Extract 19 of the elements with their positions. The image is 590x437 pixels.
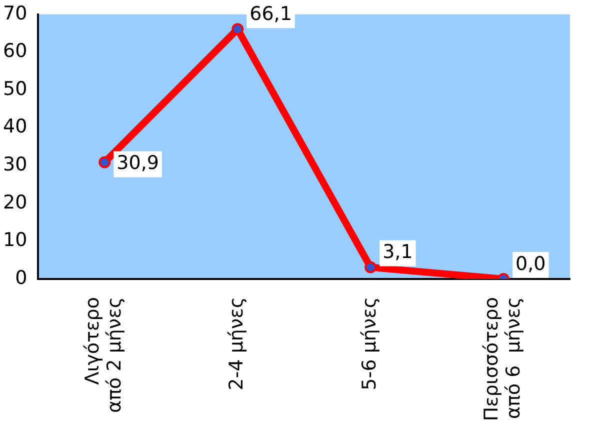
point [98,156,111,168]
data-label: 0,0 [516,252,546,275]
y-tick-label: 30 [2,154,28,176]
y-tick-label: 0 [15,266,28,289]
y-tick-label: 40 [2,116,28,138]
y-tick-label: 70 [2,2,28,24]
data-label: 66,1 [250,3,292,26]
x-tick-label: Περισσότερο από 6 μήνες [480,297,524,422]
point [232,23,244,36]
x-tick-label: Λιγότερο από 2 μήνες [82,297,126,413]
data-label: 3,1 [382,241,413,264]
point [364,261,377,274]
y-tick-label: 20 [2,191,28,214]
x-tick-label: 2-4 μήνες [226,297,248,390]
y-tick-label: 50 [2,78,28,100]
y-tick-label: 10 [2,229,28,252]
y-tick-label: 60 [2,40,28,62]
data-label: 30,9 [116,152,159,174]
x-tick-label: 5-6 μήνες [358,297,381,390]
